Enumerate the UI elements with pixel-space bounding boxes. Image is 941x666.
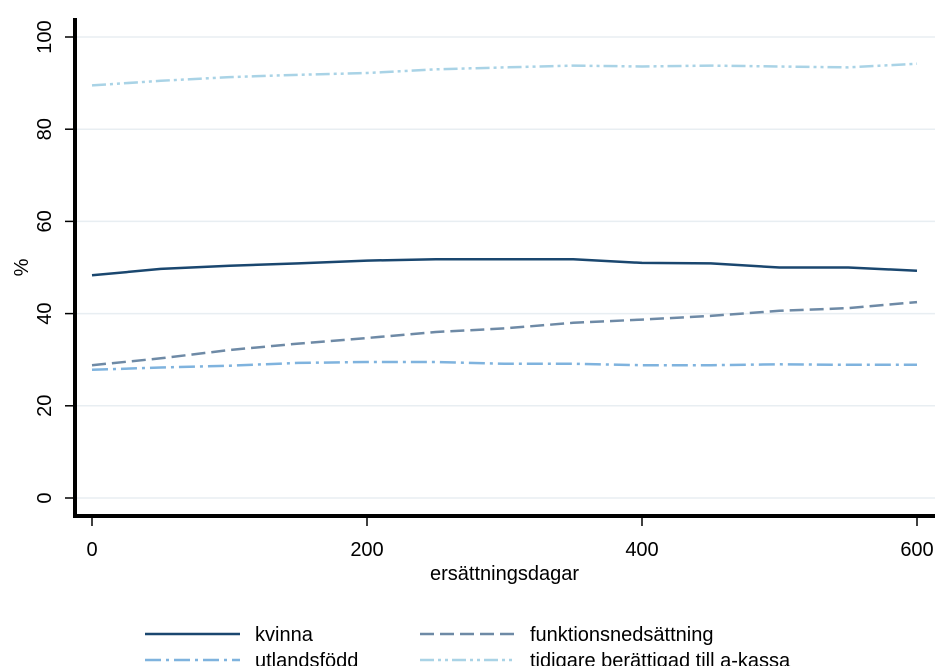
- x-axis-title: ersättningsdagar: [430, 563, 579, 585]
- legend-label-1: funktionsnedsättning: [530, 624, 713, 646]
- y-axis-title: %: [11, 258, 33, 276]
- legend-label-2: utlandsfödd: [255, 650, 358, 666]
- legend: kvinna funktionsnedsättning utlandsfödd tid…: [145, 624, 791, 666]
- x-axis-ticks: 0 200 400 600: [86, 516, 934, 561]
- axes: [73, 18, 935, 518]
- series-line-2: [91, 360, 917, 372]
- series-line-1: [91, 300, 918, 367]
- legend-label-0: kvinna: [255, 624, 314, 646]
- x-tick-label: 400: [625, 539, 658, 561]
- y-tick-label: 80: [34, 118, 56, 140]
- y-tick-label: 100: [34, 20, 56, 53]
- series-lines: [91, 62, 918, 372]
- grid-lines: [75, 36, 935, 499]
- legend-label-3: tidigare berättigad till a-kassa: [530, 650, 791, 666]
- y-tick-label: 0: [34, 492, 56, 503]
- series-line-0: [91, 257, 918, 277]
- y-tick-label: 40: [34, 302, 56, 324]
- series-line-3: [91, 62, 918, 87]
- y-tick-label: 20: [34, 395, 56, 417]
- x-tick-label: 0: [86, 539, 97, 561]
- y-axis-ticks: 0 20 40 60 80 100: [34, 20, 75, 504]
- y-tick-label: 60: [34, 210, 56, 232]
- x-tick-label: 600: [900, 539, 933, 561]
- x-tick-label: 200: [350, 539, 383, 561]
